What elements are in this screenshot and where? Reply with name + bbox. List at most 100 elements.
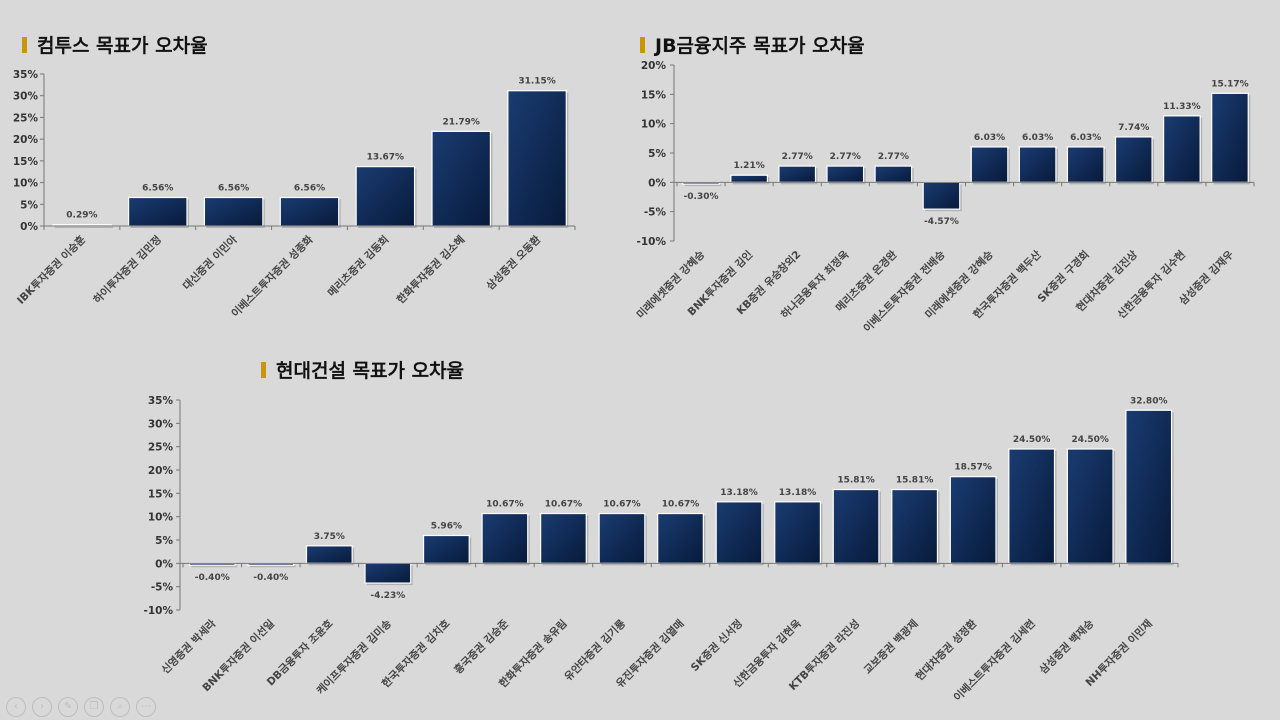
y-tick-label: 0%: [20, 221, 38, 233]
category-label: 흥국증권 김승준: [451, 617, 511, 677]
data-label: 11.33%: [1163, 102, 1201, 112]
chart-title-hyundai-ec: 현대건설 목표가 오차율: [261, 356, 464, 383]
data-label: 7.74%: [1118, 123, 1149, 133]
data-label: 24.50%: [1013, 435, 1051, 445]
data-label: -0.30%: [684, 192, 719, 202]
y-tick-label: 15%: [13, 156, 39, 168]
category-label: 삼성증권 백재승: [1037, 617, 1097, 677]
chart-title-jb-financial: JB금융지주 목표가 오차율: [640, 31, 865, 58]
bar: [431, 130, 492, 227]
bar: [949, 476, 997, 564]
bar: [1125, 409, 1173, 564]
data-label: 0.29%: [66, 211, 97, 221]
data-label: 3.75%: [314, 532, 345, 542]
y-tick-label: 15%: [148, 488, 174, 500]
title-marker: [22, 36, 27, 53]
slide-toolbar: ‹ › ✎ ❐ ⌕ ⋯: [6, 697, 156, 717]
category-label: 신영증권 박세라: [159, 617, 219, 677]
bar-shadow: [684, 184, 722, 187]
data-label: 13.18%: [720, 488, 758, 498]
data-label: 5.96%: [431, 522, 462, 532]
data-label: 31.15%: [518, 77, 556, 87]
bar: [422, 534, 470, 564]
bar: [774, 501, 821, 564]
copy-icon[interactable]: ❐: [84, 697, 104, 717]
chart-title-com2us: 컴투스 목표가 오차율: [22, 31, 208, 58]
bar: [598, 512, 646, 564]
y-tick-label: 5%: [155, 535, 173, 547]
prev-icon[interactable]: ‹: [6, 697, 26, 717]
data-label: 2.77%: [878, 152, 909, 162]
data-label: 6.03%: [974, 133, 1005, 143]
y-tick-label: 10%: [641, 119, 667, 131]
bar: [715, 501, 763, 564]
y-tick-label: -5%: [151, 582, 174, 594]
more-icon[interactable]: ⋯: [136, 697, 156, 717]
y-tick-label: 25%: [13, 112, 39, 124]
chart-title-text: 현대건설 목표가 오차율: [276, 360, 465, 382]
data-label: 6.56%: [218, 184, 249, 194]
pen-icon[interactable]: ✎: [58, 697, 78, 717]
y-tick-label: 35%: [13, 69, 39, 81]
data-label: 10.67%: [545, 500, 583, 510]
title-marker: [640, 36, 645, 53]
category-label: 유안타증권 김기룡: [562, 617, 629, 684]
bar: [1018, 146, 1057, 183]
y-tick-label: 30%: [148, 418, 174, 430]
data-label: -4.57%: [924, 217, 959, 227]
data-label: 6.03%: [1022, 133, 1053, 143]
bar: [1211, 92, 1249, 183]
data-label: 18.57%: [954, 463, 992, 473]
data-label: 10.67%: [603, 500, 641, 510]
bar: [481, 512, 529, 564]
bar: [1008, 448, 1056, 564]
y-tick-label: 25%: [148, 442, 174, 454]
data-label: 24.50%: [1071, 435, 1109, 445]
data-label: 13.18%: [779, 488, 817, 498]
data-label: 21.79%: [442, 117, 480, 127]
bar: [1114, 136, 1153, 183]
data-label: -0.40%: [253, 573, 288, 583]
bar-shadow: [191, 565, 238, 568]
zoom-icon[interactable]: ⌕: [110, 697, 130, 717]
bar: [922, 181, 961, 210]
category-label: 현대차증권 성정환: [913, 617, 980, 684]
category-label: 교보증권 백광제: [861, 617, 921, 677]
data-label: -4.23%: [370, 591, 405, 601]
y-tick-label: 10%: [13, 178, 39, 190]
bar: [891, 488, 939, 564]
data-label: 6.56%: [142, 184, 173, 194]
bar: [657, 512, 704, 564]
y-tick-label: 20%: [148, 465, 174, 477]
next-icon[interactable]: ›: [32, 697, 52, 717]
y-tick-label: -10%: [144, 605, 174, 617]
bar: [1066, 448, 1114, 564]
bar-shadow: [54, 226, 114, 228]
y-tick-label: 5%: [20, 199, 38, 211]
data-label: 1.21%: [734, 161, 765, 171]
data-label: 32.80%: [1130, 396, 1168, 406]
data-label: 15.17%: [1211, 79, 1249, 89]
bar: [305, 545, 353, 564]
data-label: 15.81%: [837, 476, 875, 486]
y-tick-label: -5%: [644, 207, 667, 219]
y-tick-label: 10%: [148, 512, 174, 524]
bar: [364, 562, 412, 584]
title-marker: [261, 361, 266, 378]
bar-shadow: [249, 565, 296, 568]
data-label: 10.67%: [486, 500, 524, 510]
chart-title-text: JB금융지주 목표가 오차율: [655, 35, 865, 57]
y-tick-label: -10%: [637, 236, 667, 248]
y-tick-label: 20%: [13, 134, 39, 146]
bar: [507, 90, 567, 227]
data-label: -0.40%: [195, 573, 230, 583]
data-label: 2.77%: [830, 152, 861, 162]
bar: [1163, 115, 1201, 183]
data-label: 10.67%: [662, 500, 700, 510]
data-label: 15.81%: [896, 476, 934, 486]
y-tick-label: 0%: [155, 558, 173, 570]
category-label: SK증권 신서정: [688, 617, 745, 674]
